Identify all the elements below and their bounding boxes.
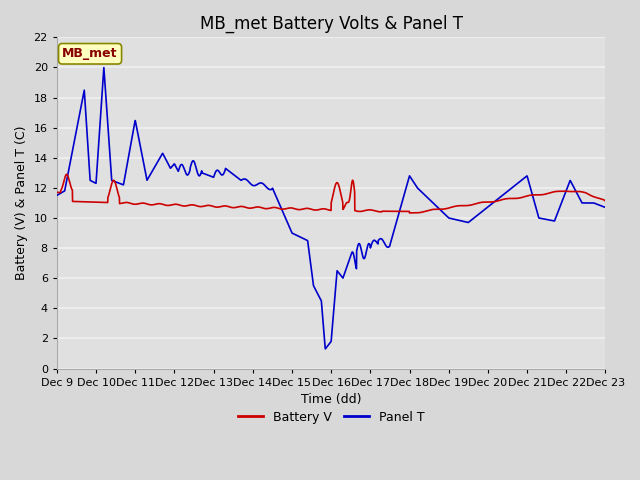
Text: MB_met: MB_met	[62, 47, 118, 60]
Title: MB_met Battery Volts & Panel T: MB_met Battery Volts & Panel T	[200, 15, 463, 33]
Y-axis label: Battery (V) & Panel T (C): Battery (V) & Panel T (C)	[15, 126, 28, 280]
X-axis label: Time (dd): Time (dd)	[301, 393, 362, 406]
Legend: Battery V, Panel T: Battery V, Panel T	[232, 406, 429, 429]
